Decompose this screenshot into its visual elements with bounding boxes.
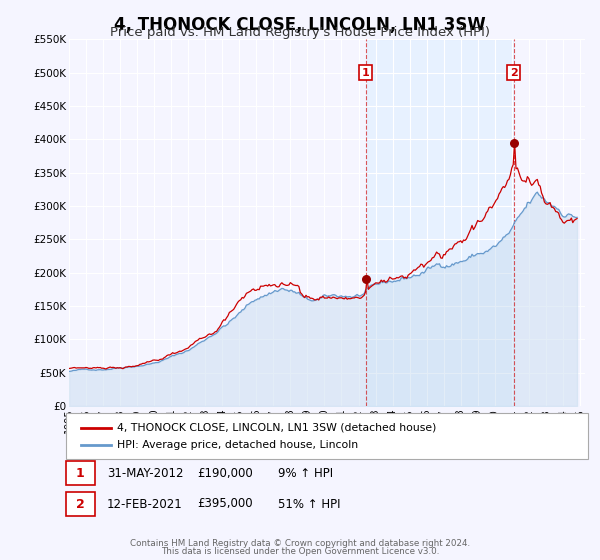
Point [509,138,518,147]
Text: 2: 2 [510,68,518,77]
Text: 31-MAY-2012: 31-MAY-2012 [107,466,184,480]
Text: 51% ↑ HPI: 51% ↑ HPI [278,497,340,511]
Text: 9% ↑ HPI: 9% ↑ HPI [278,466,333,480]
Text: 12-FEB-2021: 12-FEB-2021 [107,497,182,511]
Point [361,275,370,284]
Text: 1: 1 [76,466,85,480]
Text: 4, THONOCK CLOSE, LINCOLN, LN1 3SW (detached house): 4, THONOCK CLOSE, LINCOLN, LN1 3SW (deta… [117,423,436,433]
Text: 2: 2 [76,497,85,511]
Text: £395,000: £395,000 [197,497,253,511]
Text: Price paid vs. HM Land Registry's House Price Index (HPI): Price paid vs. HM Land Registry's House … [110,26,490,39]
Text: 1: 1 [362,68,370,77]
Text: 4, THONOCK CLOSE, LINCOLN, LN1 3SW: 4, THONOCK CLOSE, LINCOLN, LN1 3SW [114,16,486,34]
Text: HPI: Average price, detached house, Lincoln: HPI: Average price, detached house, Linc… [117,440,358,450]
Text: Contains HM Land Registry data © Crown copyright and database right 2024.: Contains HM Land Registry data © Crown c… [130,539,470,548]
Text: This data is licensed under the Open Government Licence v3.0.: This data is licensed under the Open Gov… [161,547,439,556]
Text: £190,000: £190,000 [197,466,253,480]
